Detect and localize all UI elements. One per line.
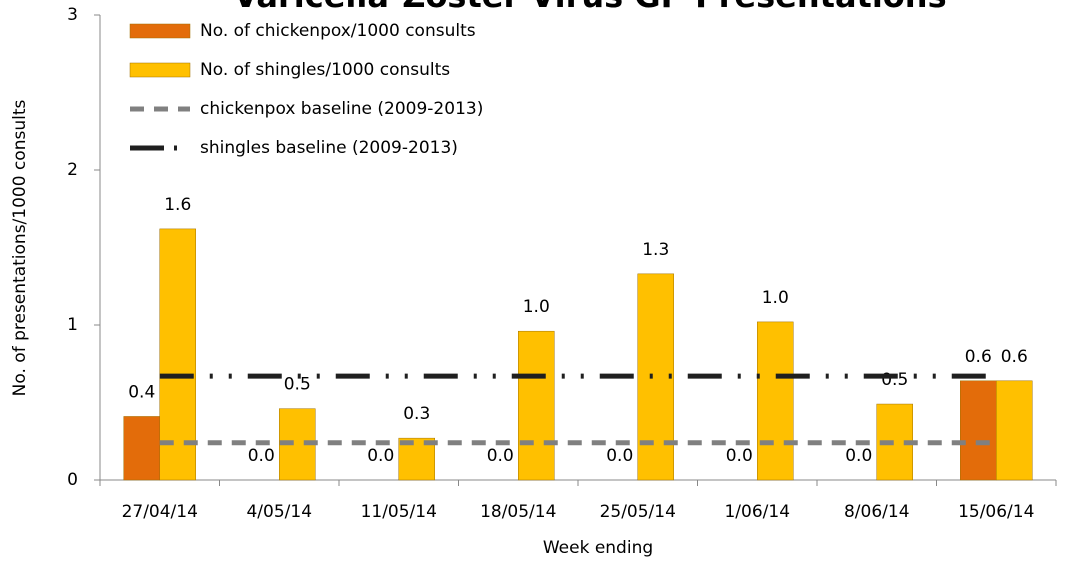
data-label: 0.5 [284, 375, 311, 395]
data-label: 1.6 [164, 195, 191, 215]
x-tick-label: 15/06/14 [958, 502, 1034, 522]
y-axis-label: No. of presentations/1000 consults [10, 100, 30, 397]
x-tick-label: 11/05/14 [361, 502, 437, 522]
bar [960, 380, 997, 481]
y-tick-label: 1 [67, 315, 78, 335]
legend-swatch [129, 23, 191, 39]
data-label: 1.0 [762, 288, 789, 308]
bar [996, 380, 1033, 481]
data-label: 0.0 [845, 446, 872, 466]
data-label: 0.0 [726, 446, 753, 466]
bar [159, 228, 196, 481]
bar [757, 321, 794, 481]
y-tick-label: 2 [67, 160, 78, 180]
bar [637, 273, 674, 481]
bar [123, 416, 160, 481]
legend-label: No. of shingles/1000 consults [200, 60, 450, 80]
x-tick-label: 1/06/14 [724, 502, 790, 522]
legend-swatch [129, 62, 191, 78]
data-label: 0.0 [606, 446, 633, 466]
bar [518, 330, 555, 481]
data-label: 1.0 [523, 297, 550, 317]
data-label: 0.6 [965, 347, 992, 367]
data-label: 1.3 [642, 240, 669, 260]
data-label: 0.3 [403, 404, 430, 424]
data-label: 0.6 [1001, 347, 1028, 367]
x-tick-label: 4/05/14 [246, 502, 312, 522]
x-axis-label: Week ending [543, 538, 653, 558]
legend-label: shingles baseline (2009-2013) [200, 138, 458, 158]
legend-label: chickenpox baseline (2009-2013) [200, 99, 483, 119]
x-tick-label: 27/04/14 [122, 502, 198, 522]
data-label: 0.5 [881, 370, 908, 390]
x-tick-label: 8/06/14 [844, 502, 910, 522]
data-label: 0.0 [487, 446, 514, 466]
chart-title: Varicella-Zoster Virus GP Presentations [233, 0, 946, 15]
legend-label: No. of chickenpox/1000 consults [200, 21, 476, 41]
data-label: 0.0 [248, 446, 275, 466]
x-tick-label: 18/05/14 [480, 502, 556, 522]
y-tick-label: 0 [67, 470, 78, 490]
data-label: 0.0 [367, 446, 394, 466]
y-tick-label: 3 [67, 5, 78, 25]
x-tick-label: 25/05/14 [600, 502, 676, 522]
data-label: 0.4 [128, 382, 155, 402]
